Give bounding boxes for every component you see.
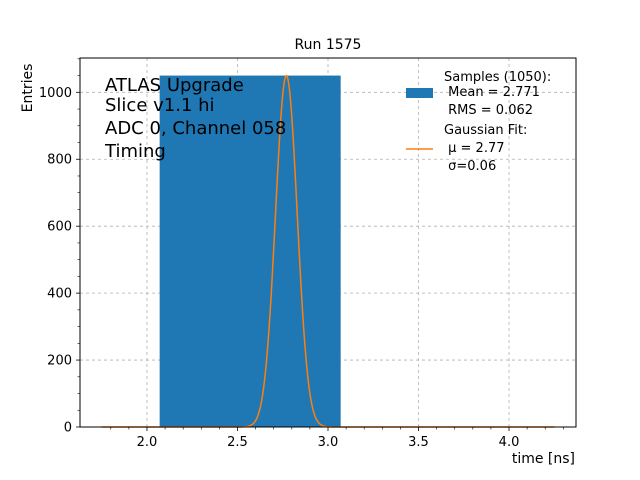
y-tick-label: 400 bbox=[47, 287, 72, 302]
legend-histogram-line-1: Samples (1050): bbox=[444, 70, 551, 85]
annotation-line-4: Timing bbox=[104, 141, 166, 162]
legend: Samples (1050): Mean = 2.771 RMS = 0.062… bbox=[406, 70, 551, 174]
y-axis-ticks: 0 200 400 600 800 1000 bbox=[39, 58, 80, 436]
y-tick-label: 1000 bbox=[39, 86, 72, 101]
annotation-line-1: ATLAS Upgrade bbox=[105, 75, 244, 96]
histogram-bars bbox=[159, 75, 341, 428]
annotation-line-3: ADC 0, Channel 058 bbox=[105, 118, 286, 139]
x-tick-label: 2.0 bbox=[137, 435, 158, 450]
x-tick-label: 4.0 bbox=[499, 435, 520, 450]
legend-fit-line-2: μ = 2.77 bbox=[444, 141, 505, 156]
y-tick-label: 800 bbox=[47, 153, 72, 168]
x-axis-ticks: 2.0 2.5 3.0 3.5 4.0 bbox=[110, 427, 564, 450]
annotation-text: ATLAS Upgrade Slice v1.1 hi ADC 0, Chann… bbox=[104, 75, 286, 162]
y-tick-label: 0 bbox=[64, 421, 72, 436]
y-axis-label: Entries bbox=[20, 64, 36, 113]
x-tick-label: 2.5 bbox=[227, 435, 248, 450]
legend-histogram-swatch bbox=[406, 88, 433, 98]
legend-histogram-line-3: RMS = 0.062 bbox=[444, 103, 533, 118]
x-tick-label: 3.5 bbox=[408, 435, 429, 450]
y-tick-label: 200 bbox=[47, 354, 72, 369]
chart-title: Run 1575 bbox=[295, 37, 362, 53]
x-axis-label: time [ns] bbox=[512, 451, 575, 467]
legend-histogram-line-2: Mean = 2.771 bbox=[444, 85, 540, 100]
y-tick-label: 600 bbox=[47, 220, 72, 235]
annotation-line-2: Slice v1.1 hi bbox=[105, 95, 215, 116]
histogram-bar bbox=[159, 75, 341, 428]
legend-fit-line-1: Gaussian Fit: bbox=[444, 123, 527, 138]
legend-fit-line-3: σ=0.06 bbox=[444, 159, 496, 174]
x-tick-label: 3.0 bbox=[318, 435, 339, 450]
